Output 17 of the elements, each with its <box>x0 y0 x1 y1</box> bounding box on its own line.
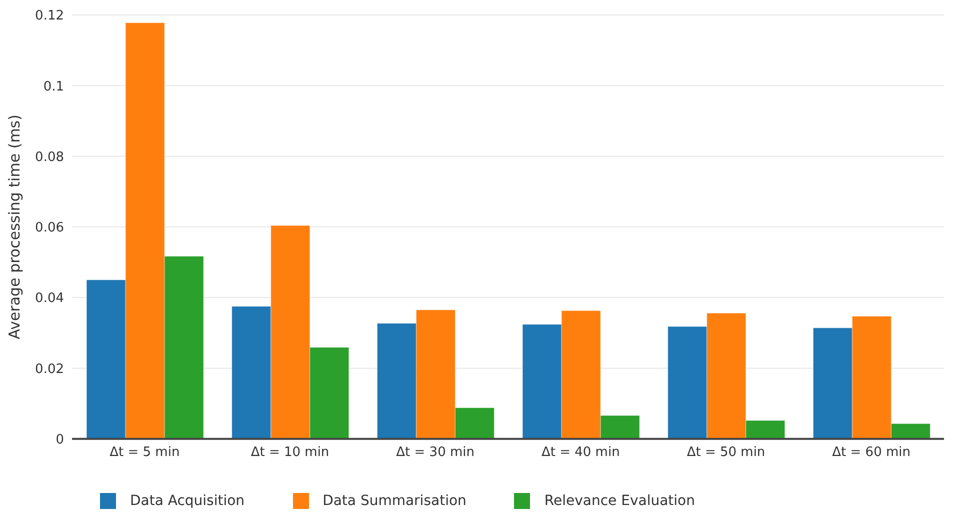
x-tick-label: Δt = 5 min <box>110 445 180 460</box>
x-tick-label: Δt = 50 min <box>686 445 766 460</box>
y-tick-label: 0.04 <box>35 291 64 306</box>
x-tick-label: Δt = 60 min <box>832 445 911 460</box>
legend-label: Relevance Evaluation <box>544 492 695 509</box>
y-tick-label: 0.12 <box>35 8 64 24</box>
y-tick-label: 0.06 <box>35 220 64 236</box>
x-tick-label: Δt = 30 min <box>396 445 475 460</box>
y-axis-title: Average processing time (ms) <box>5 114 24 340</box>
y-tick-label: 0 <box>56 432 64 448</box>
y-tick-label: 0.08 <box>35 150 64 165</box>
x-tick-label: Δt = 10 min <box>250 445 330 460</box>
x-tick-label: Δt = 40 min <box>541 445 620 460</box>
legend-label: Data Summarisation <box>322 492 466 509</box>
y-tick-label: 0.02 <box>35 362 64 377</box>
legend-label: Data Acquisition <box>130 492 245 509</box>
y-tick-label: 0.1 <box>43 79 64 94</box>
